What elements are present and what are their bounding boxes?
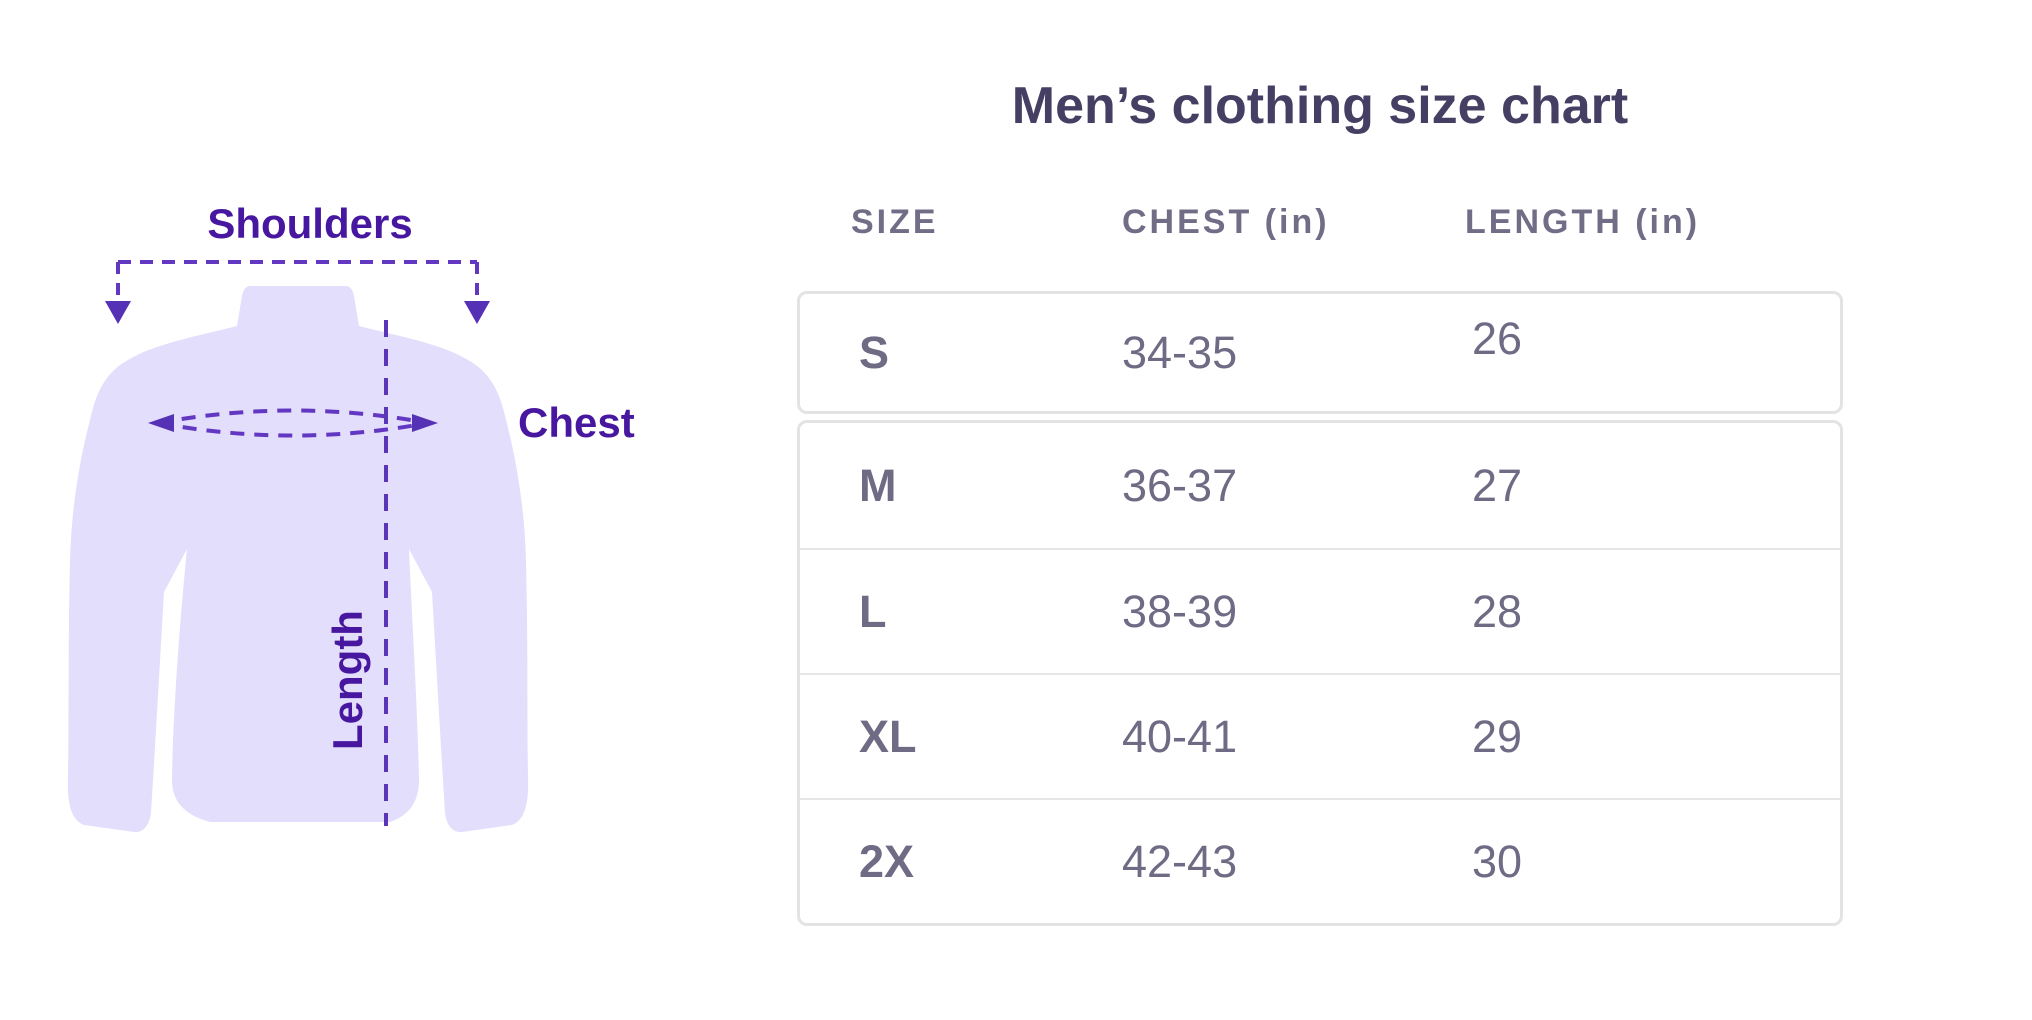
size-table-card-rest: M 36-37 27 L 38-39 28 XL 40-41 29 2X 42-… <box>797 420 1843 926</box>
page-title: Men’s clothing size chart <box>1011 77 1629 135</box>
shirt-silhouette <box>67 286 529 833</box>
arrow-down-right-icon <box>464 301 490 324</box>
size-value: 2X <box>859 835 915 887</box>
table-header-row: SIZE CHEST (in) LENGTH (in) <box>797 198 1843 246</box>
shoulders-label: Shoulders <box>207 200 412 247</box>
chest-value: 34-35 <box>1122 326 1238 378</box>
length-value: 28 <box>1472 585 1523 637</box>
size-value: L <box>859 585 887 637</box>
chest-value: 40-41 <box>1122 710 1238 762</box>
size-value: M <box>859 459 897 511</box>
shirt-measurement-diagram: Shoulders Chest Length <box>67 200 635 833</box>
table-row: S 34-35 26 <box>800 294 1840 411</box>
table-row: L 38-39 28 <box>800 548 1840 673</box>
table-row: M 36-37 27 <box>800 423 1840 548</box>
size-value: XL <box>859 710 917 762</box>
arrow-left-icon <box>148 414 174 432</box>
arrow-right-icon <box>412 414 438 432</box>
chest-label: Chest <box>518 399 635 446</box>
chest-value: 38-39 <box>1122 585 1238 637</box>
table-row: XL 40-41 29 <box>800 673 1840 798</box>
column-header-chest: CHEST (in) <box>1122 203 1330 241</box>
arrow-down-left-icon <box>105 301 131 324</box>
length-value: 26 <box>1472 312 1523 364</box>
length-label: Length <box>324 610 371 750</box>
length-value: 30 <box>1472 835 1523 887</box>
size-table-card-s: S 34-35 26 <box>797 291 1843 414</box>
shoulders-bracket <box>116 260 479 302</box>
chest-value: 42-43 <box>1122 835 1238 887</box>
column-header-size: SIZE <box>851 203 939 241</box>
length-value: 29 <box>1472 710 1523 762</box>
size-value: S <box>859 326 890 378</box>
column-header-length: LENGTH (in) <box>1465 203 1701 241</box>
length-value: 27 <box>1472 459 1523 511</box>
table-row: 2X 42-43 30 <box>800 798 1840 923</box>
chest-value: 36-37 <box>1122 459 1238 511</box>
